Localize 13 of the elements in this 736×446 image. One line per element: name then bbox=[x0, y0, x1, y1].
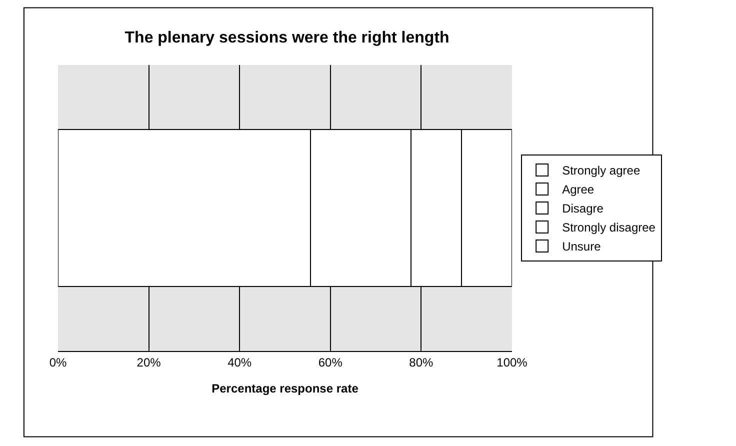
legend-label: Agree bbox=[562, 182, 594, 197]
legend-label: Strongly agree bbox=[562, 164, 640, 178]
legend-label: Strongly disagree bbox=[562, 220, 656, 235]
x-axis-title: Percentage response rate bbox=[212, 381, 359, 396]
x-tick-label: 100% bbox=[496, 355, 528, 370]
x-tick-label: 40% bbox=[228, 355, 252, 370]
x-tick-label: 0% bbox=[49, 355, 67, 370]
legend-label: Disagre bbox=[562, 202, 604, 216]
x-tick-label: 60% bbox=[318, 355, 343, 370]
x-tick-label: 80% bbox=[409, 355, 434, 370]
chart-title: The plenary sessions were the right length bbox=[124, 29, 450, 46]
legend-label: Unsure bbox=[562, 240, 602, 254]
x-tick-label: 20% bbox=[136, 355, 162, 370]
